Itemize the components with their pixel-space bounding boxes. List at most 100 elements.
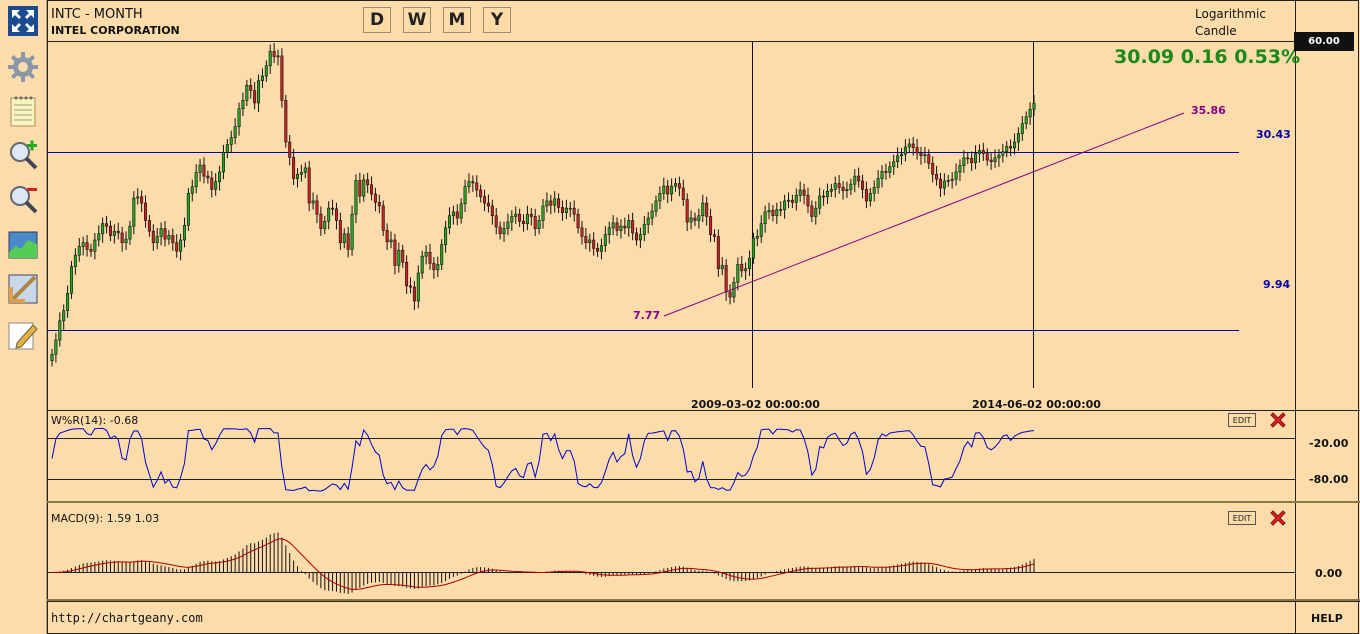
candle-body-31 (171, 235, 175, 244)
price-readout: 30.09 0.16 0.53% (1114, 46, 1301, 68)
ruler-icon[interactable] (6, 272, 40, 306)
candle-216 (892, 154, 896, 175)
candle-body-47 (233, 126, 237, 139)
candle-141 (599, 238, 603, 260)
candle-215 (888, 161, 892, 179)
candle-155 (654, 195, 658, 217)
candle-47 (233, 118, 237, 145)
zoom-in-icon[interactable] (6, 138, 40, 172)
candle-body-222 (915, 147, 919, 154)
candle-36 (190, 179, 194, 202)
period-day-button[interactable]: D (363, 7, 391, 33)
candle-164 (689, 210, 693, 230)
vmarker-label-1: 2009-03-02 00:00:00 (691, 398, 820, 411)
candle-221 (911, 137, 915, 156)
candle-body-51 (249, 85, 253, 91)
candle-body-114 (494, 215, 498, 228)
period-week-button[interactable]: W (403, 7, 431, 33)
candle-77 (350, 205, 354, 256)
candle-53 (257, 74, 261, 112)
candle-body-46 (229, 137, 233, 145)
candle-body-174 (728, 291, 732, 298)
candle-37 (194, 164, 198, 194)
candle-body-53 (257, 80, 261, 104)
notepad-icon[interactable] (6, 94, 40, 128)
candle-54 (260, 68, 264, 88)
candle-body-54 (260, 75, 264, 81)
candle-body-59 (280, 55, 284, 101)
candle-body-199 (825, 191, 829, 198)
candle-187 (779, 201, 783, 217)
chart-style-label[interactable]: Candle (1195, 24, 1237, 38)
period-year-button[interactable]: Y (483, 7, 511, 33)
macd-edit-button[interactable]: EDIT (1228, 511, 1256, 525)
hline-label-lower: 9.94 (1263, 278, 1291, 291)
period-month-button[interactable]: M (443, 7, 471, 33)
williams-r-close-icon[interactable] (1269, 411, 1287, 429)
candle-106 (463, 179, 467, 212)
chart-canvas[interactable] (47, 0, 1360, 634)
candle-body-164 (689, 217, 693, 223)
macd-close-icon[interactable] (1269, 509, 1287, 527)
candle-body-243 (997, 154, 1001, 159)
candle-158 (666, 179, 670, 203)
candle-body-205 (849, 183, 853, 190)
candle-189 (786, 192, 791, 209)
candle-body-135 (576, 213, 580, 229)
williams-r-edit-button[interactable]: EDIT (1228, 413, 1256, 427)
candle-184 (767, 202, 771, 220)
candle-body-57 (272, 51, 276, 57)
candle-body-218 (899, 153, 904, 157)
candle-27 (155, 227, 159, 250)
candle-body-82 (370, 184, 374, 195)
candle-body-179 (748, 257, 752, 269)
candle-149 (631, 212, 635, 241)
help-link[interactable]: HELP (1311, 612, 1343, 625)
candle-177 (740, 255, 744, 278)
footer-url[interactable]: http://chartgeany.com (51, 611, 203, 625)
candle-114 (494, 208, 498, 235)
candle-body-113 (490, 205, 494, 217)
candle-66 (307, 160, 311, 212)
candle-body-231 (950, 178, 954, 181)
candle-250 (1024, 111, 1028, 130)
candle-153 (646, 211, 650, 234)
candle-body-9 (85, 242, 89, 250)
candle-244 (1001, 143, 1005, 163)
chart-icon[interactable] (6, 228, 40, 262)
candle-body-125 (537, 220, 541, 229)
candle-116 (502, 221, 506, 242)
candle-135 (576, 208, 580, 234)
candle-96 (424, 245, 428, 265)
candle-body-153 (646, 217, 650, 225)
candle-104 (455, 204, 459, 226)
candle-161 (677, 176, 681, 197)
fullscreen-icon[interactable] (6, 4, 40, 38)
candle-body-120 (518, 213, 522, 222)
candle-body-132 (564, 207, 568, 213)
candle-body-20 (128, 225, 132, 240)
candle-94 (416, 265, 420, 309)
candle-233 (958, 159, 962, 181)
candle-body-183 (763, 211, 767, 224)
zoom-out-icon[interactable] (6, 182, 40, 216)
gear-icon[interactable] (6, 50, 40, 84)
candle-body-138 (588, 239, 592, 244)
scale-type-label[interactable]: Logarithmic (1195, 7, 1266, 21)
candle-39 (202, 157, 206, 184)
candle-143 (607, 221, 611, 244)
candle-95 (420, 250, 424, 279)
candle-89 (397, 242, 401, 273)
candle-body-21 (132, 197, 136, 227)
candle-228 (938, 172, 942, 197)
pencil-icon[interactable] (6, 318, 40, 352)
candle-145 (615, 217, 619, 236)
candle-body-11 (93, 239, 97, 252)
candle-227 (935, 165, 939, 186)
symbol-title: INTC - MONTH (51, 7, 143, 22)
candle-195 (810, 200, 814, 223)
candle-79 (358, 172, 362, 204)
candle-70 (323, 215, 327, 235)
candle-10 (89, 243, 93, 257)
candle-body-98 (432, 263, 436, 271)
